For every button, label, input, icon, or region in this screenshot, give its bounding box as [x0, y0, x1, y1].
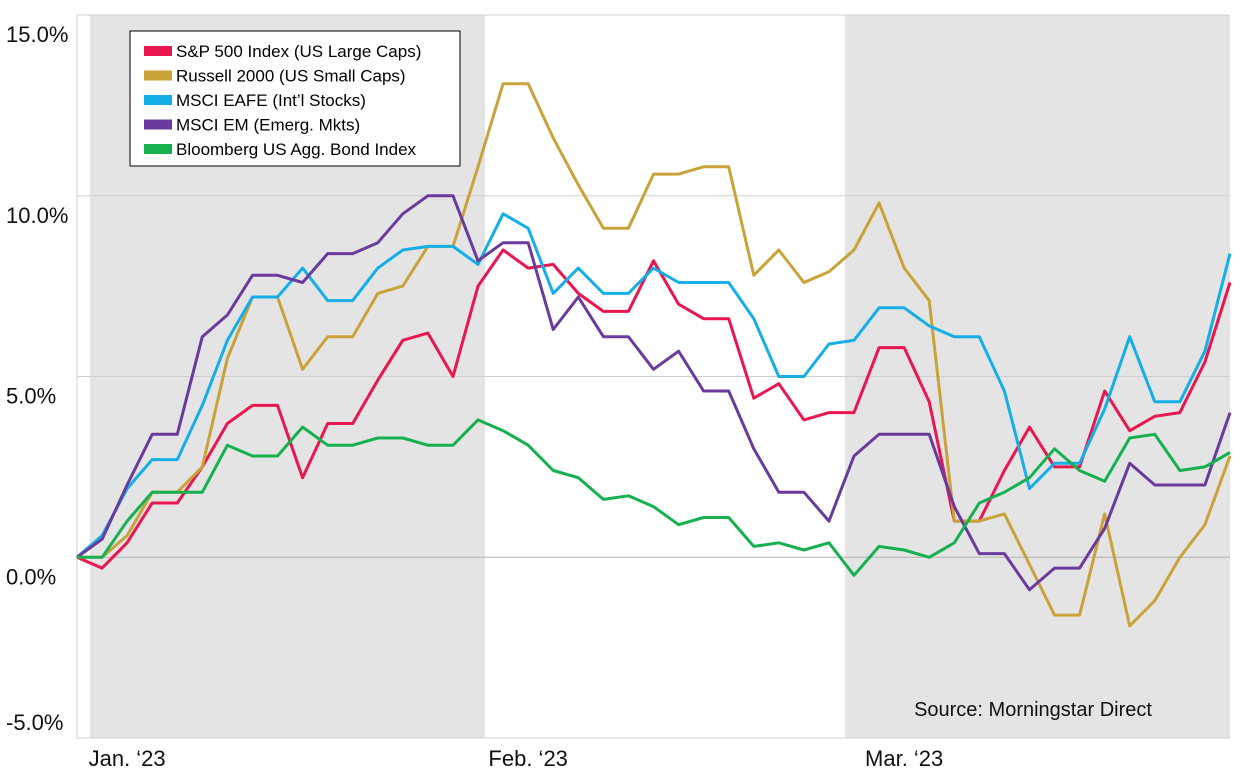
grid: -5.0% 0.0% 5.0% 10.0% 15.0% Jan. ‘23 Feb. ‘23 M…	[6, 14, 1230, 771]
legend-label: S&P 500 Index (US Large Caps)	[176, 42, 421, 61]
lines	[76, 82, 1232, 628]
y-tick-label: -5.0%	[6, 710, 63, 735]
legend-label: Bloomberg US Agg. Bond Index	[176, 140, 417, 159]
y-tick-label: 10.0%	[6, 203, 68, 228]
series-line	[76, 194, 1232, 592]
y-tick-label: 0.0%	[6, 564, 56, 589]
legend-label: MSCI EM (Emerg. Mkts)	[176, 116, 360, 135]
legend-swatch	[144, 70, 172, 81]
legend-swatch	[144, 119, 172, 130]
x-tick-label: Mar. ‘23	[865, 746, 943, 771]
legend-label: Russell 2000 (US Small Caps)	[176, 67, 406, 86]
legend: S&P 500 Index (US Large Caps) Russell 200…	[129, 30, 461, 167]
legend-label: MSCI EAFE (Int’l Stocks)	[176, 91, 366, 110]
source-note: Source: Morningstar Direct	[914, 699, 1152, 721]
legend-swatch	[144, 46, 172, 56]
legend-swatch	[144, 144, 172, 154]
series-line	[77, 418, 1231, 577]
y-tick-label: 5.0%	[6, 384, 56, 409]
series-line	[76, 248, 1232, 570]
series-line	[76, 212, 1232, 559]
x-tick-label: Jan. ‘23	[89, 746, 166, 771]
legend-swatch	[144, 95, 172, 105]
x-tick-label: Feb. ‘23	[488, 746, 568, 771]
legend-box	[129, 30, 461, 167]
y-tick-label: 15.0%	[6, 22, 68, 47]
